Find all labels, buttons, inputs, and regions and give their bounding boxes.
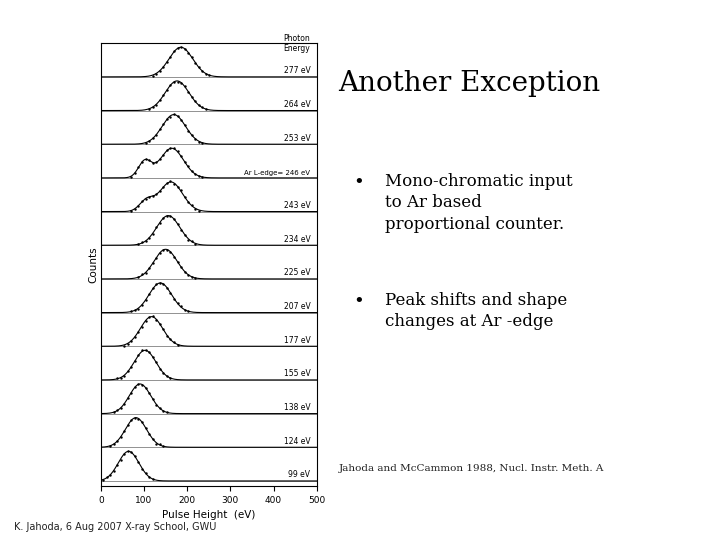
Text: 177 eV: 177 eV	[284, 335, 310, 345]
Text: Ar L-edge= 246 eV: Ar L-edge= 246 eV	[244, 170, 310, 176]
Text: 225 eV: 225 eV	[284, 268, 310, 277]
Text: Peak shifts and shape
changes at Ar -edge: Peak shifts and shape changes at Ar -edg…	[385, 292, 567, 330]
Text: 277 eV: 277 eV	[284, 66, 310, 75]
Text: •: •	[353, 173, 364, 191]
Text: •: •	[353, 292, 364, 309]
Text: 264 eV: 264 eV	[284, 100, 310, 109]
Text: 207 eV: 207 eV	[284, 302, 310, 311]
Text: 234 eV: 234 eV	[284, 234, 310, 244]
Text: 155 eV: 155 eV	[284, 369, 310, 378]
Text: Jahoda and McCammon 1988, Nucl. Instr. Meth. A: Jahoda and McCammon 1988, Nucl. Instr. M…	[338, 464, 604, 474]
Text: 99 eV: 99 eV	[288, 470, 310, 480]
Text: 124 eV: 124 eV	[284, 437, 310, 445]
Y-axis label: Counts: Counts	[88, 246, 98, 283]
Text: Another Exception: Another Exception	[338, 70, 600, 97]
Text: 243 eV: 243 eV	[284, 201, 310, 210]
Text: Mono-chromatic input
to Ar based
proportional counter.: Mono-chromatic input to Ar based proport…	[385, 173, 573, 233]
Text: K. Jahoda, 6 Aug 2007 X-ray School, GWU: K. Jahoda, 6 Aug 2007 X-ray School, GWU	[14, 522, 217, 532]
X-axis label: Pulse Height  (eV): Pulse Height (eV)	[162, 510, 256, 520]
Text: 138 eV: 138 eV	[284, 403, 310, 412]
Text: 253 eV: 253 eV	[284, 133, 310, 143]
Text: Photon
Energy: Photon Energy	[284, 34, 310, 53]
